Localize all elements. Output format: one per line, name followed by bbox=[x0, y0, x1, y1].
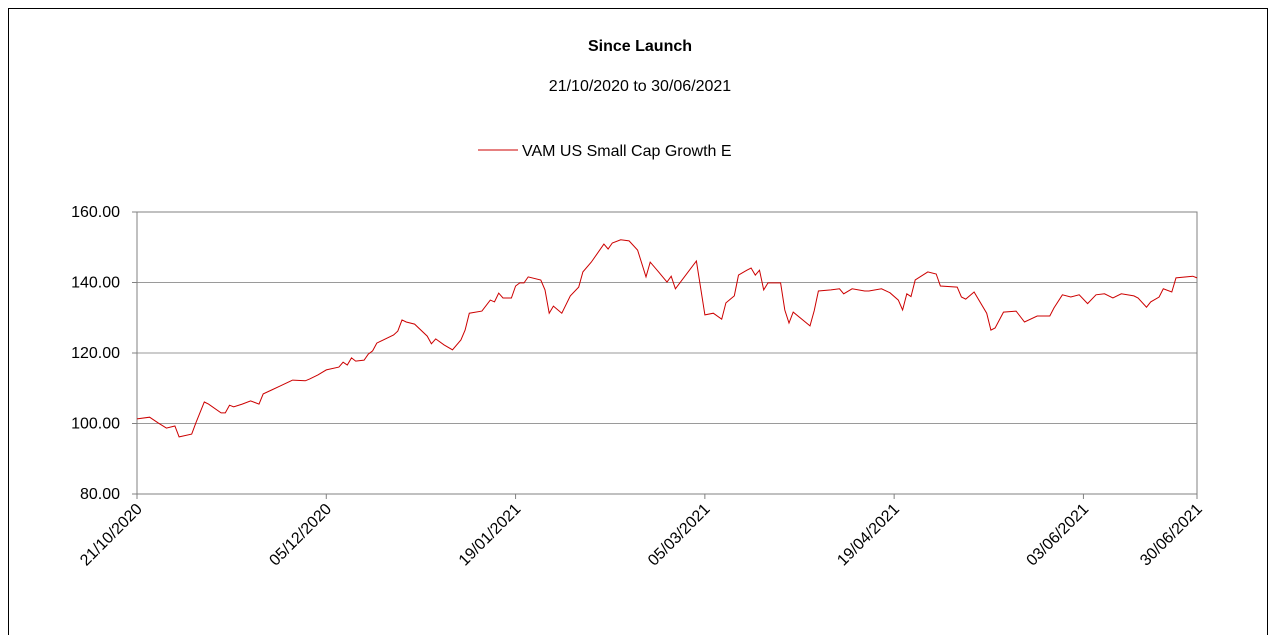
legend-label: VAM US Small Cap Growth E bbox=[522, 143, 732, 160]
y-tick-label: 140.00 bbox=[71, 275, 120, 292]
x-tick-label: 19/01/2021 bbox=[456, 501, 525, 570]
chart-subtitle: 21/10/2020 to 30/06/2021 bbox=[549, 78, 731, 95]
x-tick-label: 05/03/2021 bbox=[645, 501, 714, 570]
data-line bbox=[136, 239, 1198, 438]
plot-frame bbox=[136, 211, 1198, 495]
x-tick-label: 19/04/2021 bbox=[834, 501, 903, 570]
chart-frame bbox=[8, 8, 1268, 635]
y-tick-label: 80.00 bbox=[80, 486, 120, 503]
x-tick-label: 30/06/2021 bbox=[1137, 501, 1206, 570]
y-tick-label: 120.00 bbox=[71, 345, 120, 362]
y-tick-label: 160.00 bbox=[71, 204, 120, 221]
chart-title: Since Launch bbox=[588, 38, 692, 55]
x-tick-label: 03/06/2021 bbox=[1024, 501, 1093, 570]
x-tick-label: 21/10/2020 bbox=[77, 501, 146, 570]
y-tick-label: 100.00 bbox=[71, 416, 120, 433]
x-tick-label: 05/12/2020 bbox=[266, 501, 335, 570]
